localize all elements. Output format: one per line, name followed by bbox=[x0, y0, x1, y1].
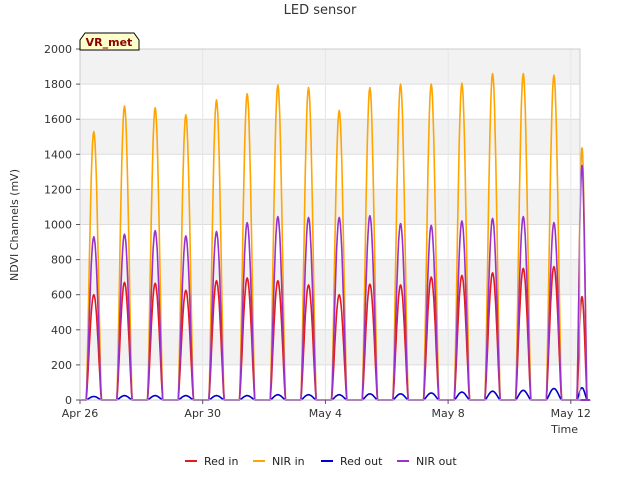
y-tick-label: 1200 bbox=[44, 183, 72, 196]
legend-item: NIR out bbox=[397, 455, 457, 468]
y-tick-label: 400 bbox=[51, 324, 72, 337]
background-band bbox=[80, 224, 580, 260]
x-axis-label: Time bbox=[550, 423, 578, 436]
y-tick-label: 1800 bbox=[44, 78, 72, 91]
legend: Red in NIR in Red out NIR out bbox=[185, 455, 457, 468]
y-axis-label: NDVI Channels (mV) bbox=[8, 169, 21, 281]
background-band bbox=[80, 364, 580, 400]
y-tick-label: 800 bbox=[51, 254, 72, 267]
legend-item: Red in bbox=[185, 455, 238, 468]
y-tick-label: 1600 bbox=[44, 113, 72, 126]
background-band bbox=[80, 49, 580, 85]
background-band bbox=[80, 329, 580, 365]
legend-label: NIR in bbox=[272, 455, 305, 468]
background-band bbox=[80, 84, 580, 120]
series-line-nir-out bbox=[80, 164, 591, 401]
y-tick-label: 1400 bbox=[44, 148, 72, 161]
series-line-red-out bbox=[80, 387, 591, 401]
badge-label: VR_met bbox=[86, 36, 133, 49]
x-tick-label: Apr 26 bbox=[62, 407, 99, 420]
vr-met-badge: VR_met bbox=[79, 32, 140, 51]
background-band bbox=[80, 154, 580, 190]
background-band bbox=[80, 189, 580, 225]
series-layer bbox=[80, 72, 591, 401]
x-tick-label: May 12 bbox=[551, 407, 591, 420]
y-tick-label: 2000 bbox=[44, 43, 72, 56]
y-tick-label: 200 bbox=[51, 359, 72, 372]
y-tick-label: 600 bbox=[51, 289, 72, 302]
legend-label: Red out bbox=[340, 455, 383, 468]
legend-item: NIR in bbox=[253, 455, 305, 468]
y-tick-label: 1000 bbox=[44, 219, 72, 232]
x-tick-label: May 4 bbox=[309, 407, 342, 420]
background-band bbox=[80, 259, 580, 295]
series-line-nir-in bbox=[80, 72, 591, 401]
legend-label: NIR out bbox=[416, 455, 457, 468]
background-band bbox=[80, 119, 580, 155]
x-tick-label: May 8 bbox=[431, 407, 464, 420]
y-axis: 0 200 400 600 800 1000 1200 1400 1600 1800 2000 bbox=[44, 43, 80, 407]
y-tick-label: 0 bbox=[65, 394, 72, 407]
badge-shape bbox=[79, 32, 140, 51]
legend-label: Red in bbox=[204, 455, 238, 468]
legend-item: Red out bbox=[321, 455, 383, 468]
chart-title: LED sensor bbox=[284, 3, 357, 18]
x-tick-label: Apr 30 bbox=[184, 407, 221, 420]
background-band bbox=[80, 294, 580, 330]
x-axis: Apr 26 Apr 30 May 4 May 8 May 12 bbox=[62, 400, 591, 420]
